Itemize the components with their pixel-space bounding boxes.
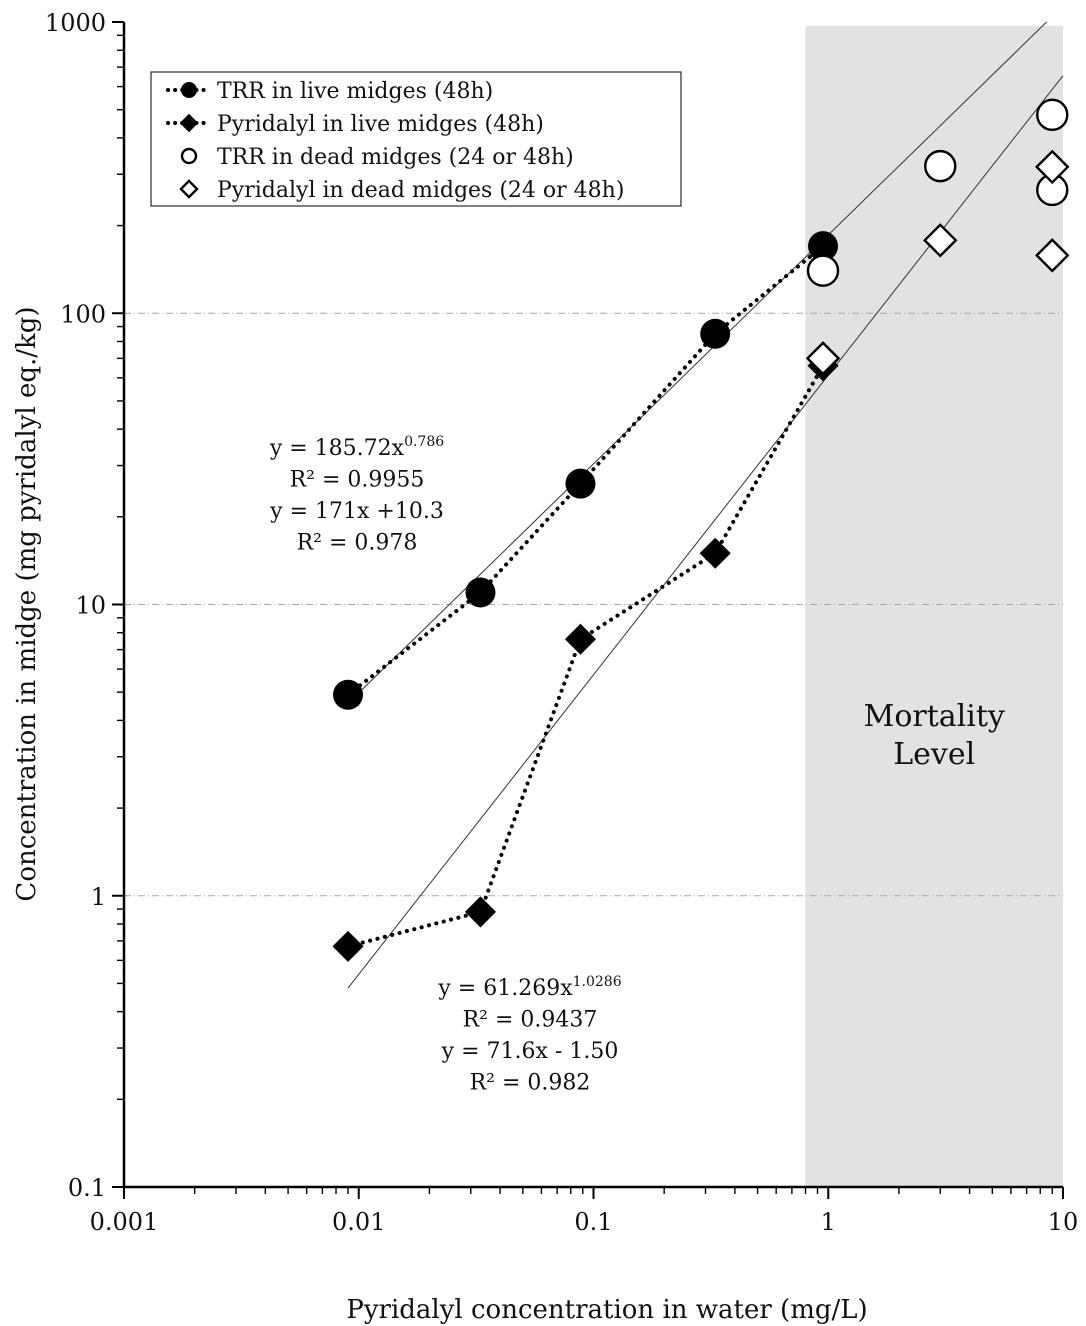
annotation-1-line: y = 171x +10.3	[269, 499, 444, 524]
data-point-s1	[700, 318, 731, 349]
data-point-s4	[923, 223, 958, 258]
data-point-s1	[808, 231, 839, 262]
series-layer	[332, 98, 1070, 962]
mortality-label-line1: Mortality	[864, 699, 1005, 734]
data-point-s3	[924, 149, 957, 183]
legend: TRR in live midges (48h) Pyridalyl in liv…	[150, 71, 682, 207]
annotation-2-line: R² = 0.9437	[463, 1008, 598, 1033]
annotation-2-line: y = 71.6x - 1.50	[441, 1039, 619, 1064]
data-point-s2	[332, 930, 364, 962]
x-axis-title: Pyridalyl concentration in water (mg/L)	[346, 1295, 867, 1325]
legend-marker	[181, 82, 197, 98]
legend-marker	[179, 179, 199, 199]
data-point-s3	[1036, 98, 1069, 132]
legend-label: Pyridalyl in live midges (48h)	[217, 112, 544, 137]
x-tick-label: 1	[821, 1208, 836, 1236]
data-point-s1	[333, 679, 364, 710]
data-point-s2	[464, 896, 496, 928]
annotation-2-line: R² = 0.982	[470, 1071, 591, 1096]
legend-label: Pyridalyl in dead midges (24 or 48h)	[217, 178, 624, 203]
legend-marker	[180, 147, 198, 165]
legend-label: TRR in live midges (48h)	[217, 79, 493, 104]
data-point-s4	[805, 341, 841, 376]
y-tick-label: 100	[60, 300, 106, 328]
data-point-s2	[564, 623, 596, 655]
annotation-2-line: y = 61.269x1.0286	[437, 974, 621, 1001]
annotations: y = 185.72x0.786 R² = 0.9955 y = 171x +10.…	[269, 434, 622, 1096]
data-point-s3	[806, 254, 840, 287]
x-tick-label: 10	[1048, 1208, 1079, 1236]
y-tick-label: 10	[75, 592, 106, 620]
data-point-s1	[565, 468, 596, 499]
y-axis-title: Concentration in midge (mg pyridalyl eq.…	[12, 306, 42, 901]
annotation-1-line: R² = 0.9955	[290, 468, 425, 493]
series-line-2	[346, 363, 826, 949]
data-point-s2	[699, 537, 731, 569]
fit-line-1	[347, 21, 1047, 704]
data-point-s4	[1035, 238, 1070, 273]
annotation-1-line: y = 185.72x0.786	[269, 434, 444, 461]
axes: 0.001 0.01 0.1 1 10 0.1 1 10 100 1000	[45, 9, 1078, 1236]
y-tick-label: 0.1	[68, 1174, 106, 1202]
x-tick-label: 0.001	[90, 1208, 159, 1236]
y-tick-label: 1	[91, 883, 106, 911]
legend-box	[150, 71, 682, 207]
mortality-region-fill	[805, 26, 1063, 1187]
x-tick-label: 0.01	[332, 1208, 385, 1236]
data-point-s1	[465, 577, 496, 608]
y-tick-label: 1000	[45, 9, 106, 37]
x-tick-label: 0.1	[574, 1208, 612, 1236]
legend-marker	[179, 113, 199, 133]
legend-label: TRR in dead midges (24 or 48h)	[217, 145, 574, 170]
grid	[124, 312, 1063, 897]
data-point-s4	[1035, 149, 1070, 185]
series-line-1	[346, 244, 826, 697]
annotation-1-line: R² = 0.978	[297, 531, 418, 556]
mortality-label-line2: Level	[893, 737, 975, 772]
